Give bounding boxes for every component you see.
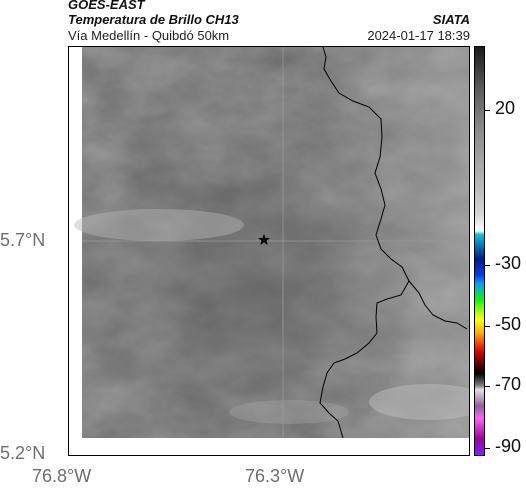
cloud-patch-southeast <box>369 384 469 420</box>
lat-tick-label: 5.2°N <box>0 443 46 463</box>
east-brightening <box>82 47 469 438</box>
cloud-patch-south <box>229 400 349 424</box>
colorbar-tick <box>485 265 490 266</box>
lon-tick-label: 76.3°W <box>245 466 305 486</box>
colorbar <box>474 46 485 456</box>
lon-tick-label: 76.8°W <box>32 466 92 486</box>
star-marker[interactable] <box>258 234 270 245</box>
colorbar-label: -90 <box>495 436 522 456</box>
boundary-line-east <box>408 280 468 330</box>
product-title: Temperatura de Brillo CH13 <box>68 12 239 27</box>
location-label: Vía Medellín - Quibdó 50km <box>68 28 230 43</box>
timestamp: 2024-01-17 18:39 <box>367 28 470 43</box>
colorbar-tick <box>485 386 490 387</box>
map-panel[interactable] <box>68 46 470 456</box>
colorbar-label: -30 <box>495 253 522 273</box>
satellite-name: GOES-EAST <box>68 0 145 12</box>
cloud-band-west <box>74 209 244 241</box>
lat-tick-label: 5.7°N <box>0 230 46 250</box>
colorbar-label: -70 <box>495 374 522 394</box>
colorbar-label: 20 <box>495 98 516 118</box>
boundary-line <box>319 47 410 439</box>
colorbar-label: -50 <box>495 314 522 334</box>
organization-label: SIATA <box>432 12 470 27</box>
satellite-imagery[interactable] <box>69 47 469 455</box>
colorbar-tick <box>485 326 490 327</box>
colorbar-tick <box>485 448 490 449</box>
colorbar-tick <box>485 110 490 111</box>
